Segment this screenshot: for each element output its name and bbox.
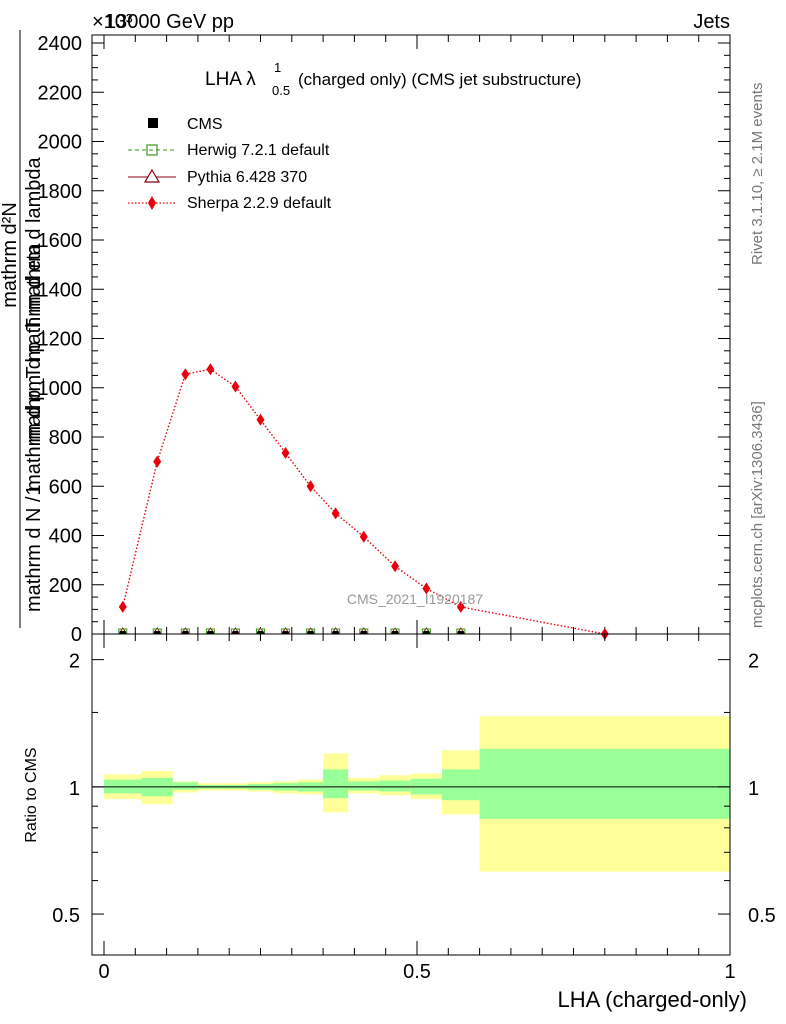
main-ytick-label: 1800 bbox=[38, 181, 83, 203]
main-ytick-label: 2400 bbox=[38, 33, 83, 55]
title-suffix: (charged only) (CMS jet substructure) bbox=[298, 70, 581, 89]
legend-pythia: Pythia 6.428 370 bbox=[128, 168, 307, 186]
ratio-band-inner bbox=[172, 782, 198, 790]
sherpa-point bbox=[181, 368, 190, 381]
sherpa-point bbox=[153, 455, 162, 468]
cms-point bbox=[282, 631, 289, 634]
legend-cms: CMS bbox=[148, 116, 223, 133]
legend-herwig: Herwig 7.2.1 default bbox=[128, 142, 330, 159]
ratio-ytick-label: 0.5 bbox=[52, 905, 80, 927]
rivet-label: Rivet 3.1.10, ≥ 2.1M events bbox=[749, 83, 766, 266]
title-sub: 0.5 bbox=[272, 83, 290, 98]
sherpa-point bbox=[422, 582, 431, 595]
legend-pythia-label: Pythia 6.428 370 bbox=[187, 169, 307, 186]
cms-point bbox=[232, 631, 239, 634]
x-axis-label: LHA (charged-only) bbox=[557, 987, 747, 1012]
cms-point bbox=[119, 631, 126, 634]
legend-herwig-marker bbox=[146, 144, 158, 156]
main-ytick-label: 200 bbox=[49, 575, 82, 597]
main-ytick-label: 1000 bbox=[38, 378, 83, 400]
sherpa-point bbox=[256, 413, 265, 426]
ylabel-bottom: mathrm d p_T mathrm d lambda bbox=[23, 156, 45, 442]
ratio-ytick-label-right: 1 bbox=[748, 778, 759, 800]
cms-point bbox=[392, 631, 399, 634]
ratio-ytick-label-right: 0.5 bbox=[748, 905, 776, 927]
ratio-axis-ticks: 0.5 0.5 1 1 2 2 0 0.5 1 bbox=[52, 634, 776, 983]
exponent-label: ×10³ bbox=[92, 11, 133, 33]
cms-point bbox=[207, 631, 214, 634]
main-ytick-label: 600 bbox=[49, 476, 82, 498]
main-y-label: 1 mathrm d N / mathrm d p_T mathrm d eta… bbox=[0, 30, 45, 628]
energy-label: 13000 GeV pp bbox=[105, 11, 234, 33]
title-sup: 1 bbox=[274, 60, 281, 75]
cms-point bbox=[257, 631, 264, 634]
ylabel-top: mathrm d²N bbox=[0, 202, 21, 308]
main-ytick-label: 1600 bbox=[38, 230, 83, 252]
watermark: CMS_2021_I1920187 bbox=[347, 591, 483, 607]
ratio-ytick-label: 1 bbox=[69, 778, 80, 800]
sherpa-point bbox=[331, 507, 340, 520]
title-main: LHA λ bbox=[205, 69, 256, 90]
ratio-xtick-label: 0.5 bbox=[403, 961, 431, 983]
main-ytick-label: 1400 bbox=[38, 279, 83, 301]
main-ytick-label: 2000 bbox=[38, 132, 83, 154]
ratio-band-inner bbox=[442, 769, 480, 801]
ratio-bands-layer bbox=[92, 716, 730, 872]
main-ytick-label: 2200 bbox=[38, 82, 83, 104]
legend-sherpa-marker bbox=[148, 196, 156, 210]
sherpa-point bbox=[306, 480, 315, 493]
legend-sherpa-label: Sherpa 2.2.9 default bbox=[187, 195, 332, 212]
ratio-plot-frame bbox=[91, 633, 731, 956]
legend-sherpa: Sherpa 2.2.9 default bbox=[128, 195, 332, 212]
mcplots-label: mcplots.cern.ch [arXiv:1306.3436] bbox=[749, 401, 766, 628]
ratio-y-label: Ratio to CMS bbox=[23, 747, 40, 842]
sherpa-line bbox=[122, 368, 605, 635]
ylabel-left-bottom: mathrm d N / mathrm d p_T mathrm d eta bbox=[23, 242, 45, 612]
main-ytick-label: 0 bbox=[71, 624, 82, 646]
ratio-ytick-label-right: 2 bbox=[748, 651, 759, 673]
sherpa-point bbox=[231, 380, 240, 393]
cms-point bbox=[332, 631, 339, 634]
main-ytick-label: 1200 bbox=[38, 329, 83, 351]
ratio-xtick-label: 0 bbox=[98, 961, 109, 983]
cms-point bbox=[423, 631, 430, 634]
legend-cms-marker bbox=[148, 118, 158, 128]
ratio-xtick-label: 1 bbox=[724, 961, 735, 983]
sherpa-point bbox=[206, 363, 215, 376]
sherpa-point bbox=[281, 447, 290, 460]
ratio-band-inner bbox=[323, 769, 349, 799]
cms-point bbox=[360, 631, 367, 634]
legend: CMS Herwig 7.2.1 default Pythia 6.428 37… bbox=[128, 116, 332, 212]
cms-point bbox=[182, 631, 189, 634]
cms-point bbox=[307, 631, 314, 634]
legend-cms-label: CMS bbox=[187, 116, 223, 133]
ratio-ytick-label: 2 bbox=[69, 651, 80, 673]
main-ytick-label: 800 bbox=[49, 427, 82, 449]
main-axis-ticks: 0 200 400 600 800 1000 1200 1400 1600 1800 2000 220… bbox=[38, 33, 731, 646]
main-ytick-label: 400 bbox=[49, 526, 82, 548]
ylabel-left-top: 1 bbox=[23, 484, 45, 495]
jets-label: Jets bbox=[693, 11, 730, 33]
cms-point bbox=[154, 631, 161, 634]
sherpa-point bbox=[118, 600, 127, 613]
sherpa-point bbox=[359, 530, 368, 543]
ratio-band-inner bbox=[479, 748, 730, 819]
ratio-band-inner bbox=[348, 781, 380, 791]
sherpa-point bbox=[391, 560, 400, 573]
legend-herwig-label: Herwig 7.2.1 default bbox=[187, 142, 330, 159]
cms-point bbox=[457, 631, 464, 634]
plot-title: LHA λ 1 0.5 (charged only) (CMS jet subs… bbox=[205, 60, 581, 98]
sherpa-point bbox=[456, 600, 465, 613]
legend-pythia-marker bbox=[143, 168, 161, 183]
ratio-band-inner bbox=[379, 780, 411, 792]
